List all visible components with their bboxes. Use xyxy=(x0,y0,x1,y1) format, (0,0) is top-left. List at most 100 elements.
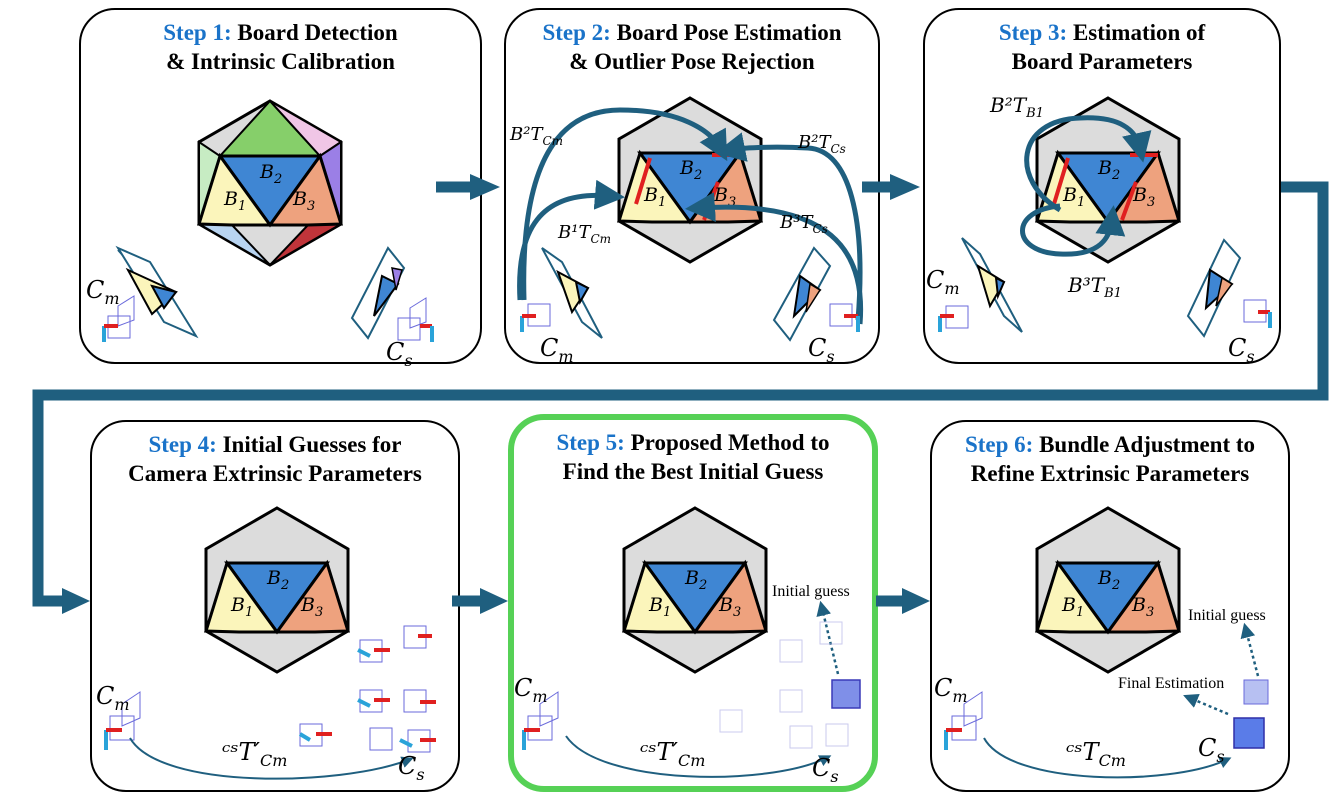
arrowhead-1-to-2 xyxy=(470,174,500,200)
label-t-b1-cm: B¹TCm xyxy=(557,222,611,246)
label-b2: B2 xyxy=(1097,567,1120,593)
pose-arrows-2 xyxy=(517,107,864,325)
step2-title: Step 2: Board Pose Estimation & Outlier P… xyxy=(506,18,878,76)
step-title-line1: Board Pose Estimation xyxy=(616,20,842,45)
label-t-cs-cm-6: ᶜˢTCm xyxy=(1066,738,1126,770)
label-cs-3: Cs xyxy=(1228,334,1255,366)
step-title-line2: Camera Extrinsic Parameters xyxy=(128,461,422,486)
transform-arc-6 xyxy=(983,737,1232,779)
label-initial-guess-5: Initial guess xyxy=(772,583,850,600)
label-cs-1: Cs xyxy=(386,338,413,370)
step-title-line1: Proposed Method to xyxy=(630,430,830,455)
label-cs-2: Cs xyxy=(808,334,835,366)
arrowhead-4-to-5 xyxy=(480,588,508,614)
label-cm-4: Cm xyxy=(96,682,130,714)
label-t-b2-cs: B²TCs xyxy=(797,132,846,156)
final-estimate-camera-6 xyxy=(1233,717,1265,749)
step-title-line2: & Intrinsic Calibration xyxy=(166,49,395,74)
initial-guess-pointer-5 xyxy=(816,600,840,675)
arrowhead-2-to-3 xyxy=(890,174,920,200)
label-b1: B1 xyxy=(230,594,253,620)
step-title-line2: & Outlier Pose Rejection xyxy=(569,49,815,74)
camera-cs-icon-2 xyxy=(829,303,860,332)
step6-title: Step 6: Bundle Adjustment to Refine Extri… xyxy=(932,430,1288,488)
label-b2: B2 xyxy=(259,161,282,187)
label-b1: B1 xyxy=(1061,594,1084,620)
icosahedron-4 xyxy=(203,506,351,674)
step1-title: Step 1: Board Detection & Intrinsic Calib… xyxy=(81,18,480,76)
icosahedron-1 xyxy=(196,99,344,267)
transform-arc-5 xyxy=(565,735,832,778)
camera-cluster-4 xyxy=(298,625,436,753)
arrowhead-5-to-6 xyxy=(902,588,930,614)
camera-cm-icon-5 xyxy=(522,691,559,750)
label-cm-6: Cm xyxy=(934,674,968,706)
transform-arc-4 xyxy=(129,737,414,780)
camera-cm-icon-4 xyxy=(104,691,141,750)
step-number: Step 4: xyxy=(148,432,217,457)
step-title-line1: Bundle Adjustment to xyxy=(1039,432,1256,457)
camera-cm-icon-6 xyxy=(944,691,983,750)
label-cm-1: Cm xyxy=(86,276,120,308)
label-b3: B3 xyxy=(292,188,315,214)
label-cs-4: Cs xyxy=(398,752,425,784)
step-number: Step 5: xyxy=(556,430,625,455)
camera-cs-icon-1 xyxy=(397,297,434,342)
label-b1: B1 xyxy=(223,188,246,214)
arrow-3-to-4 xyxy=(32,181,1329,607)
label-cm-5: Cm xyxy=(514,674,548,706)
step3-title: Step 3: Estimation of Board Parameters xyxy=(925,18,1279,76)
label-t-b3-cs: B³TCs xyxy=(779,212,828,236)
arrowhead-3-to-4 xyxy=(62,588,90,614)
step-number: Step 1: xyxy=(163,20,232,45)
label-b3: B3 xyxy=(718,594,741,620)
camera-view-left-1 xyxy=(115,245,199,339)
camera-cluster-5 xyxy=(719,621,849,749)
label-b3: B3 xyxy=(300,594,323,620)
label-b2: B2 xyxy=(679,157,702,183)
flow-arrows xyxy=(32,174,1329,614)
step4-panel: Step 4: Initial Guesses for Camera Extrin… xyxy=(90,420,460,792)
step5-title: Step 5: Proposed Method to Find the Best … xyxy=(514,428,872,486)
icosahedron-5 xyxy=(621,506,769,674)
label-t-cs-cm-prime-4: ᶜˢT′Cm xyxy=(222,738,287,770)
selected-camera-5 xyxy=(831,679,861,709)
label-b2: B2 xyxy=(1097,157,1120,183)
board-b1-face xyxy=(196,152,273,227)
step-number: Step 6: xyxy=(964,432,1034,457)
step-title-line2: Find the Best Initial Guess xyxy=(562,459,824,484)
step-title-line1: Board Detection xyxy=(237,20,398,45)
icosahedron-6 xyxy=(1034,506,1182,674)
label-t-b2-cm: B²TCm xyxy=(509,124,563,148)
initial-guess-camera-6 xyxy=(1243,679,1269,705)
label-cm-2: Cm xyxy=(540,334,574,366)
camera-view-left-2 xyxy=(541,247,603,339)
step-number: Step 2: xyxy=(542,20,611,45)
final-estimation-pointer-6 xyxy=(1183,693,1229,716)
camera-view-left-3 xyxy=(961,237,1023,333)
camera-cm-icon-3 xyxy=(938,305,969,332)
initial-guess-pointer-6 xyxy=(1240,622,1260,677)
step-title-line1: Estimation of xyxy=(1072,20,1206,45)
step-title-line2: Board Parameters xyxy=(1011,49,1193,74)
step-number: Step 3: xyxy=(998,20,1068,45)
label-b3: B3 xyxy=(1131,594,1154,620)
label-initial-guess-6: Initial guess xyxy=(1188,607,1266,624)
board-b3-face xyxy=(267,152,344,227)
camera-cm-icon-1 xyxy=(102,295,135,342)
step-title-line2: Refine Extrinsic Parameters xyxy=(970,461,1250,486)
step4-title: Step 4: Initial Guesses for Camera Extrin… xyxy=(92,430,458,488)
label-cs-5: Cs xyxy=(812,754,839,786)
label-b3: B3 xyxy=(1132,184,1155,210)
label-b2: B2 xyxy=(684,567,707,593)
camera-cm-icon-2 xyxy=(520,303,551,332)
label-b1: B1 xyxy=(648,594,671,620)
camera-view-right-2 xyxy=(772,246,832,342)
camera-view-right-1 xyxy=(350,246,406,340)
label-cs-6: Cs xyxy=(1198,734,1225,766)
camera-cs-icon-3 xyxy=(1243,299,1272,328)
camera-view-right-3 xyxy=(1186,238,1242,338)
label-final-estimation-6: Final Estimation xyxy=(1118,675,1224,692)
label-cm-3: Cm xyxy=(926,266,960,298)
